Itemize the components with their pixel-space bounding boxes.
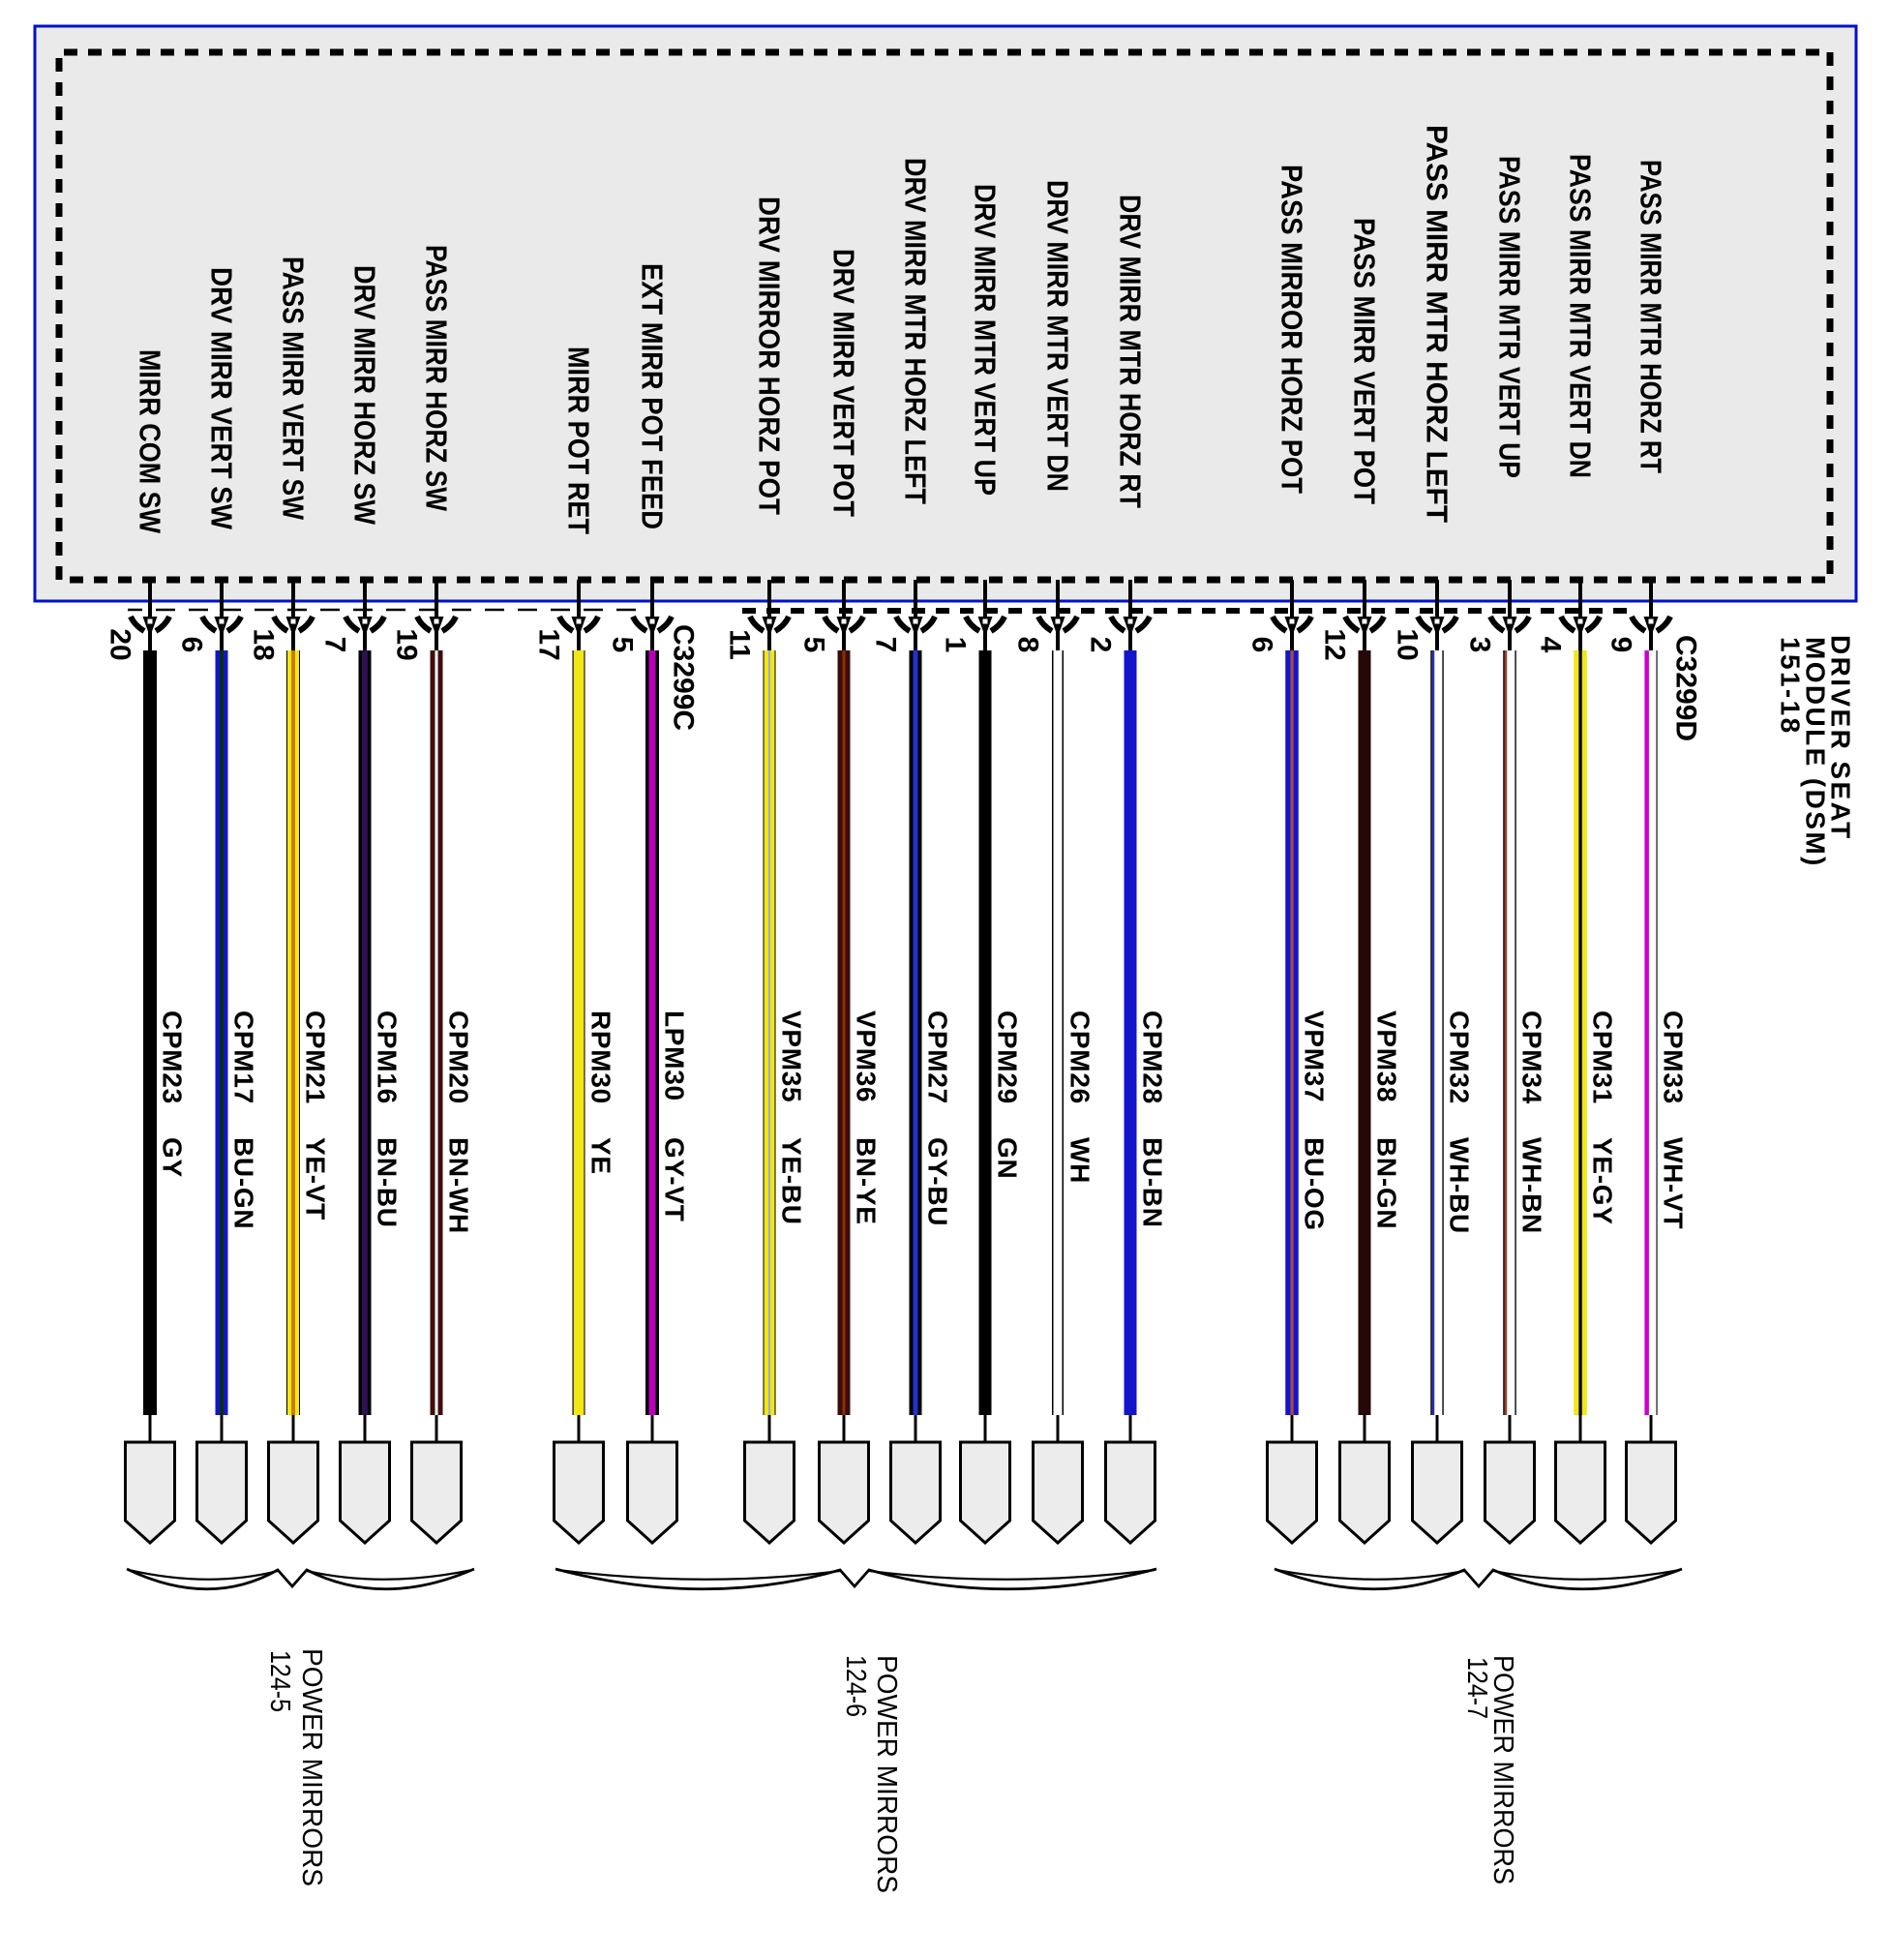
svg-text:5: 5 xyxy=(607,637,639,653)
svg-text:MODULE (DSM): MODULE (DSM) xyxy=(1801,637,1831,868)
svg-text:2: 2 xyxy=(1085,637,1117,653)
svg-text:CPM28: CPM28 xyxy=(1138,1010,1168,1104)
svg-text:WH-BN: WH-BN xyxy=(1517,1137,1547,1234)
svg-text:PASS MIRR VERT POT: PASS MIRR VERT POT xyxy=(1348,218,1382,504)
svg-text:6: 6 xyxy=(176,637,208,653)
svg-text:VPM37: VPM37 xyxy=(1300,1010,1330,1102)
svg-text:9: 9 xyxy=(1605,637,1637,653)
svg-text:RPM30: RPM30 xyxy=(586,1010,616,1104)
svg-text:VPM36: VPM36 xyxy=(852,1010,882,1102)
svg-text:LPM30: LPM30 xyxy=(660,1010,690,1101)
svg-text:BU-BN: BU-BN xyxy=(1138,1137,1168,1228)
svg-text:CPM31: CPM31 xyxy=(1588,1010,1618,1104)
svg-text:PASS MIRR VERT SW: PASS MIRR VERT SW xyxy=(277,256,311,521)
svg-text:BN-GN: BN-GN xyxy=(1372,1137,1402,1229)
svg-text:CPM27: CPM27 xyxy=(923,1010,953,1104)
svg-text:YE: YE xyxy=(586,1137,616,1175)
svg-text:7: 7 xyxy=(870,637,902,653)
svg-text:6: 6 xyxy=(1246,637,1278,653)
svg-text:7: 7 xyxy=(319,637,351,653)
svg-text:CPM33: CPM33 xyxy=(1659,1010,1689,1104)
svg-text:MIRR COM SW: MIRR COM SW xyxy=(134,349,167,534)
svg-text:20: 20 xyxy=(105,628,136,660)
svg-text:18: 18 xyxy=(248,628,280,660)
svg-text:PASS MIRR MTR HORZ RT: PASS MIRR MTR HORZ RT xyxy=(1635,160,1668,473)
svg-text:GY-BU: GY-BU xyxy=(923,1137,953,1226)
svg-text:DRV MIRR MTR VERT DN: DRV MIRR MTR VERT DN xyxy=(1041,180,1075,492)
svg-text:17: 17 xyxy=(533,628,565,660)
svg-text:GN: GN xyxy=(993,1137,1023,1179)
svg-text:PASS MIRROR HORZ POT: PASS MIRROR HORZ POT xyxy=(1275,165,1309,494)
svg-text:10: 10 xyxy=(1392,628,1424,660)
svg-text:BN-YE: BN-YE xyxy=(852,1137,882,1225)
svg-text:MIRR POT RET: MIRR POT RET xyxy=(562,347,596,534)
svg-text:POWER MIRRORS: POWER MIRRORS xyxy=(1487,1655,1518,1885)
svg-text:CPM32: CPM32 xyxy=(1445,1010,1475,1104)
svg-text:12: 12 xyxy=(1319,628,1351,660)
svg-text:124-6: 124-6 xyxy=(840,1655,871,1717)
svg-text:DRV MIRR MTR VERT UP: DRV MIRR MTR VERT UP xyxy=(969,184,1003,496)
svg-text:PASS MIRR MTR HORZ LEFT: PASS MIRR MTR HORZ LEFT xyxy=(1421,125,1455,523)
svg-text:1: 1 xyxy=(940,637,972,653)
svg-text:124-7: 124-7 xyxy=(1461,1657,1492,1719)
svg-text:11: 11 xyxy=(724,629,756,660)
svg-text:YE-VT: YE-VT xyxy=(301,1137,331,1221)
svg-text:C3299C: C3299C xyxy=(668,624,700,731)
svg-text:BN-WH: BN-WH xyxy=(444,1137,474,1234)
svg-text:CPM23: CPM23 xyxy=(158,1010,188,1104)
svg-text:VPM38: VPM38 xyxy=(1372,1010,1402,1102)
svg-text:151-18: 151-18 xyxy=(1776,637,1806,736)
svg-text:5: 5 xyxy=(798,637,830,653)
svg-text:124-5: 124-5 xyxy=(264,1650,295,1712)
svg-text:BN-BU: BN-BU xyxy=(373,1137,403,1228)
svg-text:CPM29: CPM29 xyxy=(993,1010,1023,1104)
svg-text:DRV MIRR VERT POT: DRV MIRR VERT POT xyxy=(827,249,861,517)
svg-text:EXT MIRR POT FEED: EXT MIRR POT FEED xyxy=(636,263,670,529)
svg-text:DRIVER SEAT: DRIVER SEAT xyxy=(1826,635,1856,841)
svg-text:YE-BU: YE-BU xyxy=(777,1137,807,1225)
svg-text:WH-VT: WH-VT xyxy=(1659,1137,1689,1229)
svg-text:PASS MIRR HORZ SW: PASS MIRR HORZ SW xyxy=(420,245,454,512)
svg-text:GY-VT: GY-VT xyxy=(660,1137,690,1222)
svg-text:CPM20: CPM20 xyxy=(444,1010,474,1104)
svg-text:BU-OG: BU-OG xyxy=(1300,1137,1330,1231)
svg-text:DRV MIRR MTR HORZ LEFT: DRV MIRR MTR HORZ LEFT xyxy=(899,158,933,504)
svg-text:DRV MIRR MTR HORZ RT: DRV MIRR MTR HORZ RT xyxy=(1114,195,1148,508)
svg-text:CPM17: CPM17 xyxy=(229,1010,259,1104)
svg-text:4: 4 xyxy=(1535,637,1567,653)
svg-text:3: 3 xyxy=(1464,637,1496,653)
svg-text:PASS MIRR MTR VERT UP: PASS MIRR MTR VERT UP xyxy=(1493,156,1527,478)
svg-text:CPM34: CPM34 xyxy=(1517,1010,1547,1104)
svg-text:C3299D: C3299D xyxy=(1670,635,1702,741)
svg-text:PASS MIRR MTR VERT DN: PASS MIRR MTR VERT DN xyxy=(1564,154,1598,478)
svg-text:CPM16: CPM16 xyxy=(373,1010,403,1104)
svg-text:DRV MIRR VERT SW: DRV MIRR VERT SW xyxy=(205,267,239,530)
svg-text:DRV MIRROR HORZ POT: DRV MIRROR HORZ POT xyxy=(753,196,787,515)
svg-text:19: 19 xyxy=(391,628,423,660)
svg-text:BU-GN: BU-GN xyxy=(229,1137,259,1229)
svg-text:DRV MIRR HORZ SW: DRV MIRR HORZ SW xyxy=(348,265,382,526)
svg-text:8: 8 xyxy=(1012,637,1044,653)
svg-text:POWER MIRRORS: POWER MIRRORS xyxy=(296,1648,327,1886)
svg-text:CPM21: CPM21 xyxy=(301,1010,331,1104)
svg-text:POWER MIRRORS: POWER MIRRORS xyxy=(871,1655,902,1893)
svg-text:VPM35: VPM35 xyxy=(777,1010,807,1102)
svg-text:CPM26: CPM26 xyxy=(1065,1010,1095,1104)
svg-text:YE-GY: YE-GY xyxy=(1588,1137,1618,1225)
svg-text:WH-BU: WH-BU xyxy=(1445,1137,1475,1234)
svg-text:GY: GY xyxy=(158,1137,188,1178)
svg-text:WH: WH xyxy=(1065,1137,1095,1184)
